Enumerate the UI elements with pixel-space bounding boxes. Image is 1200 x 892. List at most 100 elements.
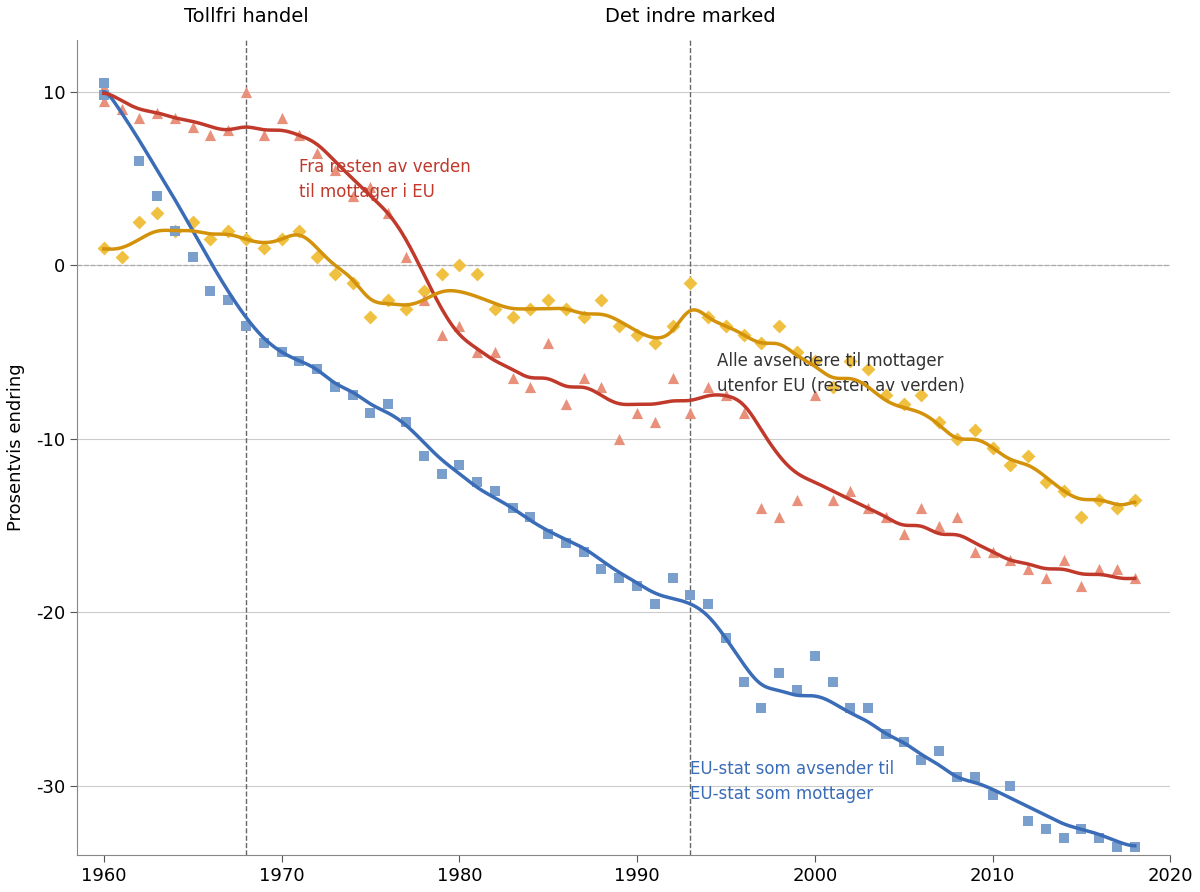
- Point: [361, 180, 380, 194]
- Point: [94, 94, 113, 108]
- Point: [698, 380, 718, 394]
- Point: [805, 648, 824, 663]
- Point: [272, 232, 292, 246]
- Point: [858, 700, 877, 714]
- Y-axis label: Prosentvis endring: Prosentvis endring: [7, 364, 25, 532]
- Point: [894, 397, 913, 411]
- Point: [396, 415, 415, 429]
- Point: [218, 123, 238, 137]
- Point: [716, 632, 736, 646]
- Point: [325, 163, 344, 178]
- Point: [983, 544, 1002, 558]
- Point: [148, 105, 167, 120]
- Point: [94, 76, 113, 90]
- Point: [734, 327, 754, 342]
- Point: [378, 206, 397, 220]
- Point: [94, 241, 113, 255]
- Point: [752, 501, 772, 516]
- Point: [1108, 501, 1127, 516]
- Point: [680, 588, 700, 602]
- Point: [166, 224, 185, 238]
- Point: [1126, 492, 1145, 507]
- Point: [378, 397, 397, 411]
- Point: [468, 475, 487, 490]
- Text: Tollfri handel: Tollfri handel: [184, 7, 308, 26]
- Point: [734, 406, 754, 420]
- Point: [894, 527, 913, 541]
- Point: [912, 388, 931, 402]
- Point: [983, 788, 1002, 802]
- Point: [787, 345, 806, 359]
- Point: [450, 458, 469, 472]
- Point: [94, 88, 113, 103]
- Point: [716, 388, 736, 402]
- Point: [236, 232, 256, 246]
- Point: [610, 432, 629, 446]
- Point: [1108, 839, 1127, 854]
- Point: [272, 345, 292, 359]
- Point: [592, 293, 611, 307]
- Point: [680, 406, 700, 420]
- Point: [414, 449, 433, 463]
- Point: [485, 345, 504, 359]
- Text: Det indre marked: Det indre marked: [605, 7, 775, 26]
- Point: [1054, 483, 1073, 498]
- Point: [307, 362, 326, 376]
- Point: [823, 674, 842, 689]
- Point: [752, 700, 772, 714]
- Point: [557, 301, 576, 316]
- Point: [1037, 822, 1056, 837]
- Point: [662, 319, 682, 334]
- Point: [1001, 553, 1020, 567]
- Point: [1108, 562, 1127, 576]
- Point: [414, 293, 433, 307]
- Point: [965, 423, 984, 437]
- Point: [468, 267, 487, 281]
- Point: [1072, 510, 1091, 524]
- Point: [628, 406, 647, 420]
- Point: [734, 674, 754, 689]
- Point: [521, 510, 540, 524]
- Point: [930, 415, 949, 429]
- Point: [1001, 458, 1020, 472]
- Point: [823, 492, 842, 507]
- Point: [628, 327, 647, 342]
- Point: [325, 267, 344, 281]
- Point: [236, 85, 256, 99]
- Point: [343, 189, 362, 203]
- Point: [166, 111, 185, 125]
- Point: [94, 79, 113, 94]
- Point: [432, 467, 451, 481]
- Point: [289, 224, 308, 238]
- Point: [646, 336, 665, 351]
- Point: [1072, 822, 1091, 837]
- Point: [148, 206, 167, 220]
- Point: [662, 371, 682, 385]
- Point: [769, 319, 788, 334]
- Point: [876, 727, 895, 741]
- Point: [858, 501, 877, 516]
- Point: [503, 310, 522, 325]
- Point: [503, 501, 522, 516]
- Point: [787, 492, 806, 507]
- Point: [361, 406, 380, 420]
- Point: [218, 293, 238, 307]
- Point: [307, 145, 326, 160]
- Point: [200, 285, 220, 299]
- Point: [680, 276, 700, 290]
- Point: [965, 544, 984, 558]
- Point: [1054, 553, 1073, 567]
- Point: [200, 232, 220, 246]
- Point: [130, 215, 149, 229]
- Point: [343, 388, 362, 402]
- Point: [184, 250, 203, 264]
- Point: [307, 250, 326, 264]
- Point: [1090, 830, 1109, 845]
- Point: [1019, 449, 1038, 463]
- Point: [858, 362, 877, 376]
- Point: [254, 336, 274, 351]
- Point: [432, 267, 451, 281]
- Point: [521, 301, 540, 316]
- Point: [823, 380, 842, 394]
- Point: [698, 310, 718, 325]
